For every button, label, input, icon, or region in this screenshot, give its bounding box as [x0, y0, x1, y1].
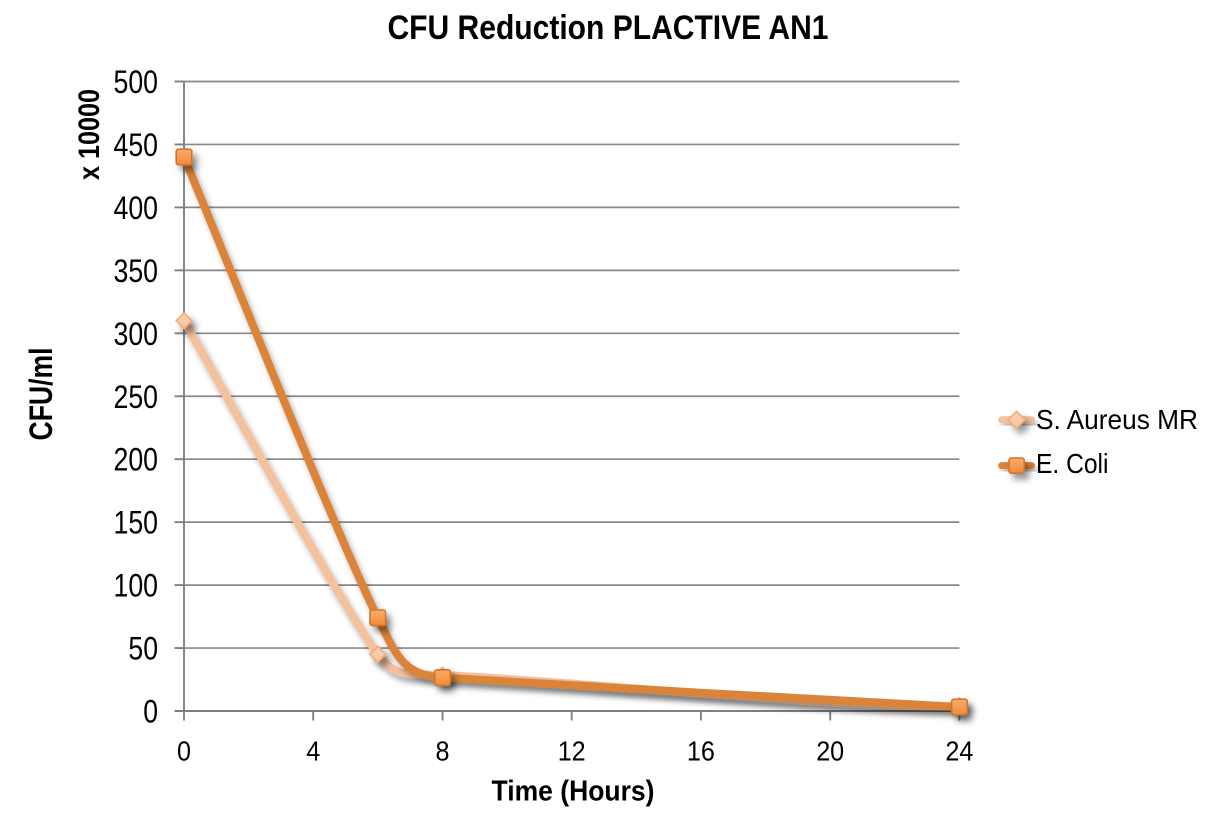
svg-text:50: 50 [128, 631, 158, 667]
svg-text:250: 250 [114, 379, 159, 415]
svg-text:x 10000: x 10000 [73, 89, 106, 180]
svg-text:300: 300 [114, 316, 159, 352]
svg-text:0: 0 [143, 694, 158, 730]
svg-text:S. Aureus MR: S. Aureus MR [1036, 404, 1198, 435]
svg-text:400: 400 [114, 190, 159, 226]
svg-text:20: 20 [816, 736, 844, 767]
svg-text:E. Coli: E. Coli [1036, 448, 1109, 479]
svg-text:150: 150 [114, 505, 159, 541]
svg-text:450: 450 [114, 127, 159, 163]
svg-text:500: 500 [114, 64, 159, 100]
svg-text:16: 16 [687, 736, 715, 767]
svg-text:Time (Hours): Time (Hours) [492, 776, 655, 808]
svg-text:4: 4 [306, 736, 320, 767]
svg-text:350: 350 [114, 253, 159, 289]
svg-text:200: 200 [114, 442, 159, 478]
svg-text:12: 12 [558, 736, 586, 767]
svg-text:100: 100 [114, 568, 159, 604]
svg-text:0: 0 [177, 736, 191, 767]
svg-text:CFU Reduction PLACTIVE AN1: CFU Reduction PLACTIVE AN1 [388, 9, 829, 47]
svg-text:8: 8 [436, 736, 450, 767]
svg-text:CFU/ml: CFU/ml [23, 348, 59, 441]
svg-text:24: 24 [945, 736, 973, 767]
